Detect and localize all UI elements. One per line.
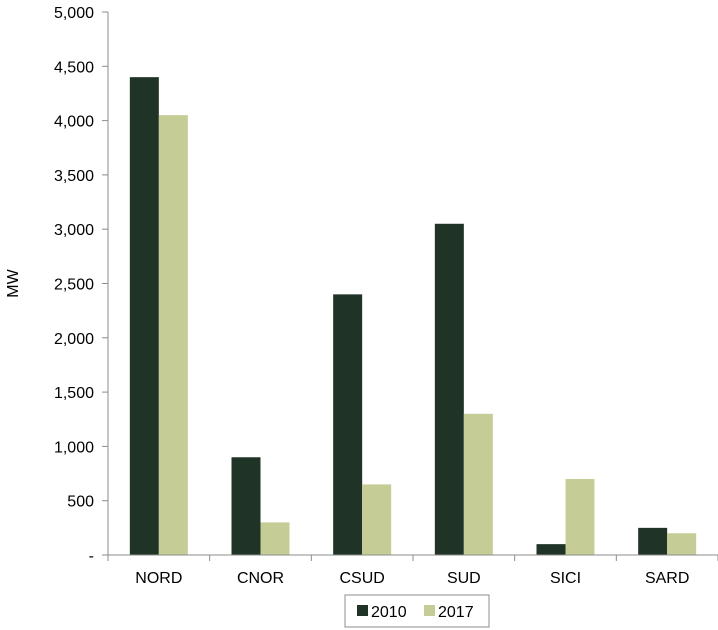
y-axis-title: MW <box>5 268 22 297</box>
y-tick-label: 5,000 <box>54 5 94 22</box>
bar-2010-csud <box>333 294 363 555</box>
y-tick-label: 500 <box>67 494 94 511</box>
legend-box <box>344 594 490 628</box>
bar-2017-cnor <box>260 522 290 555</box>
x-tick-label: SICI <box>550 570 581 587</box>
y-axis: - 500 1,000 1,500 2,000 2,500 3,000 3,500 4,000 4… <box>54 5 109 565</box>
bar-2010-sici <box>536 544 566 555</box>
y-tick-label: 3,500 <box>54 168 94 185</box>
y-tick-label: 1,000 <box>54 439 94 456</box>
y-tick-label: 1,500 <box>54 385 94 402</box>
y-tick-label: 4,000 <box>54 114 94 131</box>
legend-swatch-2010 <box>357 605 368 616</box>
bar-2010-cnor <box>231 457 261 555</box>
y-tick-label: 2,500 <box>54 277 94 294</box>
x-tick-label: NORD <box>135 570 182 587</box>
bar-2017-sici <box>565 478 595 555</box>
legend-swatch-2017 <box>424 605 435 616</box>
legend-label-2010: 2010 <box>371 604 407 621</box>
bar-2017-sard <box>667 533 697 555</box>
bar-2017-csud <box>362 484 392 555</box>
x-tick-label: CNOR <box>237 570 284 587</box>
x-tick-label: SUD <box>447 570 481 587</box>
bar-2010-nord <box>129 77 159 555</box>
bar-2010-sard <box>638 527 668 555</box>
x-tick-label: CSUD <box>339 570 384 587</box>
y-tick-label: - <box>89 548 94 565</box>
bar-2017-nord <box>158 115 188 556</box>
bar-2017-sud <box>463 413 493 555</box>
legend-label-2017: 2017 <box>438 604 474 621</box>
y-tick-label: 4,500 <box>54 59 94 76</box>
x-axis: NORD CNOR CSUD SUD SICI SARD <box>107 554 718 587</box>
bar-2010-sud <box>434 223 464 555</box>
x-tick-label: SARD <box>645 570 689 587</box>
bars <box>129 77 697 556</box>
y-tick-label: 3,000 <box>54 222 94 239</box>
y-tick-label: 2,000 <box>54 331 94 348</box>
legend: 2010 2017 <box>344 594 490 628</box>
